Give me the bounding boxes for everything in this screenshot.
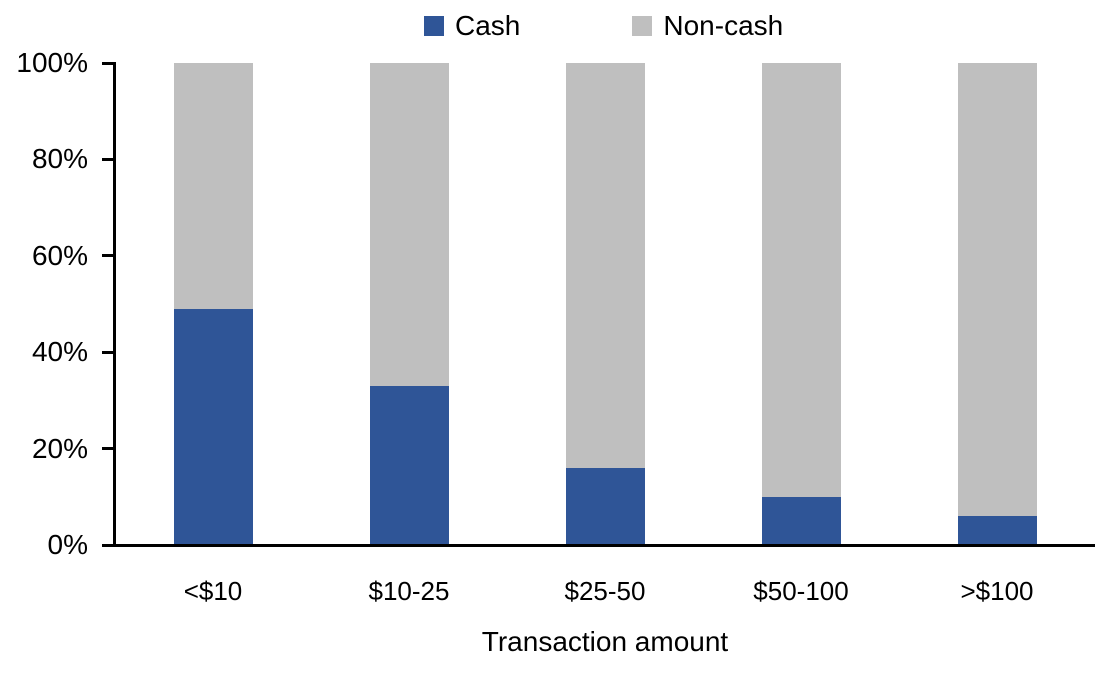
y-axis-tick-label: 40% bbox=[31, 336, 88, 368]
y-axis-tick bbox=[102, 447, 113, 451]
y-axis-tick-label: 60% bbox=[31, 239, 88, 271]
bar-segment-non-cash bbox=[957, 63, 1037, 517]
bar-segment-cash bbox=[369, 385, 449, 545]
y-axis-tick-label: 0% bbox=[47, 529, 88, 560]
x-axis-tick-label: <$10 bbox=[183, 576, 243, 606]
y-axis-tick bbox=[102, 254, 113, 258]
x-axis-tick-label: >$100 bbox=[960, 576, 1034, 606]
x-axis-tick-label: $10-25 bbox=[368, 576, 450, 606]
bar-stack bbox=[173, 63, 253, 545]
y-axis-tick-label: 100% bbox=[16, 47, 88, 78]
cash-swatch-icon bbox=[424, 16, 444, 36]
bar-segment-cash bbox=[173, 308, 253, 545]
bar-stack bbox=[565, 63, 645, 545]
y-axis-line bbox=[113, 62, 116, 547]
bar-stack bbox=[957, 63, 1037, 545]
legend-label-cash: Cash bbox=[455, 10, 521, 41]
plot-area bbox=[115, 63, 1095, 545]
noncash-swatch-icon bbox=[632, 16, 653, 36]
bar-stack bbox=[369, 63, 449, 545]
y-axis-tick bbox=[102, 350, 113, 354]
bar-segment-cash bbox=[957, 516, 1037, 545]
x-axis-tick-label: $50-100 bbox=[753, 576, 849, 606]
bar-segment-non-cash bbox=[761, 63, 841, 497]
legend-item-cash: Cash bbox=[424, 12, 520, 40]
legend-label-noncash: Non-cash bbox=[663, 10, 784, 41]
bar-segment-cash bbox=[761, 496, 841, 545]
legend-item-noncash: Non-cash bbox=[632, 12, 783, 40]
legend: Cash Non-cash bbox=[424, 12, 783, 40]
y-axis-tick-label: 20% bbox=[31, 432, 88, 464]
y-axis-tick bbox=[102, 157, 113, 161]
y-axis-tick bbox=[102, 61, 113, 65]
y-axis-tick bbox=[102, 543, 113, 547]
x-axis-title: Transaction amount bbox=[481, 626, 729, 657]
x-axis-line bbox=[103, 544, 1095, 547]
bar-stack bbox=[761, 63, 841, 545]
bar-segment-non-cash bbox=[565, 63, 645, 468]
bar-segment-cash bbox=[565, 467, 645, 545]
x-axis-tick-label: $25-50 bbox=[564, 576, 646, 606]
bar-segment-non-cash bbox=[369, 63, 449, 386]
y-axis-tick-label: 80% bbox=[31, 143, 88, 175]
bar-segment-non-cash bbox=[173, 63, 253, 309]
